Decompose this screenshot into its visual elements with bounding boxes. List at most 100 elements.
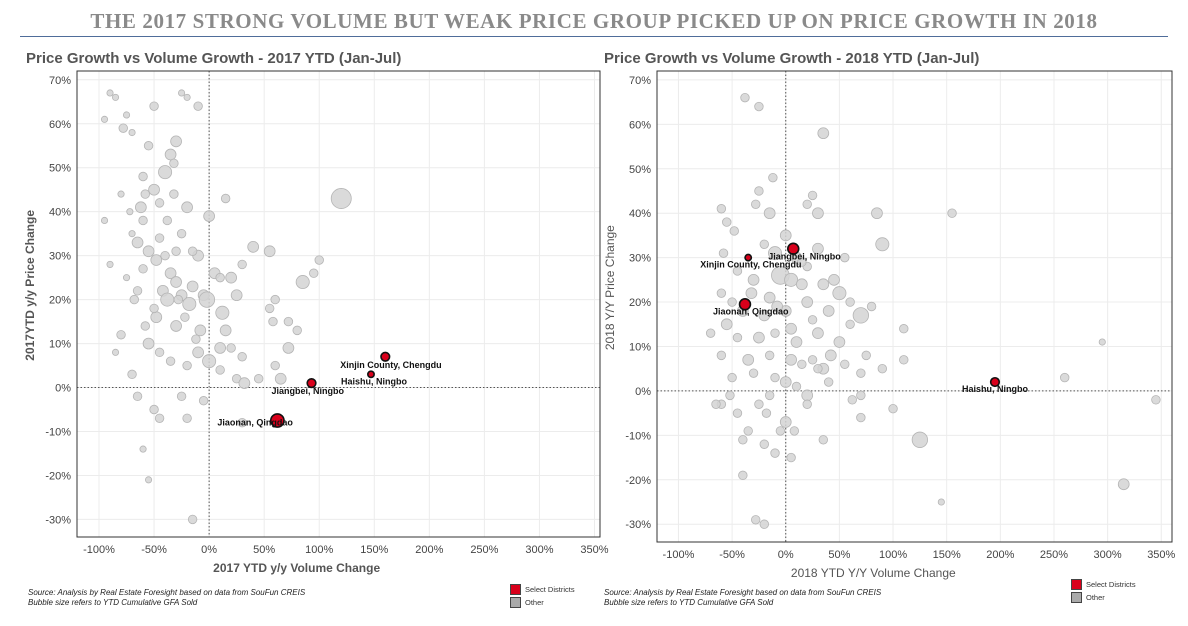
other-district-point xyxy=(732,266,743,276)
x-tick-label: -100% xyxy=(83,544,115,556)
other-district-point xyxy=(230,289,243,302)
other-district-point xyxy=(138,171,148,182)
other-district-point xyxy=(154,233,165,243)
other-district-point xyxy=(732,408,743,418)
other-district-point xyxy=(797,359,807,369)
other-district-point xyxy=(203,210,215,222)
x-tick-label: 300% xyxy=(525,544,553,556)
other-district-point xyxy=(797,257,807,267)
other-district-point xyxy=(149,303,159,314)
other-district-point xyxy=(768,246,783,261)
other-district-point xyxy=(763,207,776,220)
legend-item-other: Other xyxy=(510,596,575,609)
page-headline: THE 2017 STRONG VOLUME BUT WEAK PRICE GR… xyxy=(90,9,1098,33)
other-district-point xyxy=(182,413,192,424)
other-district-point xyxy=(764,350,775,361)
other-district-point xyxy=(937,498,945,506)
bubble-size-note: Bubble size refers to YTD Cumulative GFA… xyxy=(28,598,198,607)
y-tick-label: 10% xyxy=(49,339,71,351)
left-chart-title: Price Growth vs Volume Growth - 2017 YTD… xyxy=(26,50,402,67)
other-district-point xyxy=(100,216,109,225)
other-district-point xyxy=(170,135,182,148)
other-district-point xyxy=(237,417,247,428)
left-scatter-chart: -100% -50% 0% 50% 100% 150% 200% 250% 300% 350% -3… xyxy=(23,70,609,575)
select-district-point xyxy=(367,370,375,379)
legend-label-other: Other xyxy=(1086,592,1105,602)
y-tick-label: -30% xyxy=(625,519,651,531)
other-district-point xyxy=(264,303,275,314)
x-axis-label: 2018 YTD Y/Y Volume Change xyxy=(791,566,956,580)
other-district-point xyxy=(176,228,187,239)
other-district-point xyxy=(790,336,803,348)
y-tick-label: -30% xyxy=(45,514,71,526)
bubble-size-note: Bubble size refers to YTD Cumulative GFA… xyxy=(604,598,774,607)
x-tick-label: -50% xyxy=(719,549,745,561)
x-tick-label: 0% xyxy=(778,549,794,561)
other-district-point xyxy=(169,189,179,199)
other-district-point xyxy=(181,201,193,214)
select-district-label: Xinjin County, Chengdu xyxy=(340,360,441,370)
other-district-point xyxy=(131,236,144,249)
other-district-point xyxy=(143,141,154,151)
other-district-point xyxy=(716,288,727,298)
other-district-point xyxy=(225,271,237,284)
other-district-point xyxy=(138,215,148,226)
y-tick-label: 40% xyxy=(49,207,71,219)
other-district-point xyxy=(770,448,780,458)
other-district-point xyxy=(802,399,812,409)
other-district-point xyxy=(118,123,128,133)
other-district-point xyxy=(817,127,830,140)
other-district-point xyxy=(812,327,824,340)
other-district-point xyxy=(160,292,175,307)
other-district-point xyxy=(274,372,287,385)
other-district-point xyxy=(111,348,120,356)
other-district-point xyxy=(182,360,192,371)
other-district-point xyxy=(202,354,217,369)
other-district-point xyxy=(775,426,786,436)
other-district-point xyxy=(758,309,771,322)
other-district-point xyxy=(198,396,209,406)
y-tick-label: 20% xyxy=(629,297,651,309)
other-district-point xyxy=(725,390,735,401)
other-district-point xyxy=(888,403,898,414)
other-district-point xyxy=(785,322,797,335)
select-district-label: Xinjin County, Chengdu xyxy=(700,260,801,270)
other-district-point xyxy=(833,336,846,348)
select-district-label: Jiangbei, Ningbo xyxy=(272,386,345,396)
other-district-point xyxy=(742,353,755,366)
source-note: Source: Analysis by Real Estate Foresigh… xyxy=(28,588,306,597)
y-tick-label: -20% xyxy=(625,475,651,487)
other-district-point xyxy=(832,286,847,301)
other-district-point xyxy=(150,311,163,324)
other-district-point xyxy=(751,515,761,525)
other-district-point xyxy=(845,319,855,329)
other-district-point xyxy=(226,343,236,353)
select-district-label: Jiangbei, Ningbo xyxy=(768,252,841,262)
x-axis-label: 2017 YTD y/y Volume Change xyxy=(213,561,380,575)
other-district-point xyxy=(795,278,808,291)
other-district-point xyxy=(764,390,775,401)
other-district-point xyxy=(847,395,857,405)
other-district-point xyxy=(247,240,260,253)
x-tick-label: 150% xyxy=(360,544,388,556)
other-district-point xyxy=(727,297,737,307)
other-district-point xyxy=(824,349,837,362)
other-district-point xyxy=(807,355,818,365)
other-district-point xyxy=(215,272,225,283)
other-district-point xyxy=(164,267,177,280)
other-district-point xyxy=(759,239,769,249)
other-district-point xyxy=(135,201,147,214)
other-district-point xyxy=(911,431,929,448)
other-district-point xyxy=(214,342,226,354)
other-district-point xyxy=(283,316,294,327)
other-district-point xyxy=(759,439,769,449)
left-footnote: Source: Analysis by Real Estate Foresigh… xyxy=(28,588,305,608)
other-district-point xyxy=(779,416,792,428)
other-district-point xyxy=(1098,338,1106,346)
other-district-point xyxy=(176,391,187,402)
y-axis-label: 2018 Y/Y Price Change xyxy=(603,225,617,350)
other-district-point xyxy=(802,199,812,210)
other-district-point xyxy=(789,426,800,436)
other-district-point xyxy=(292,325,302,336)
x-tick-label: 0% xyxy=(201,544,217,556)
